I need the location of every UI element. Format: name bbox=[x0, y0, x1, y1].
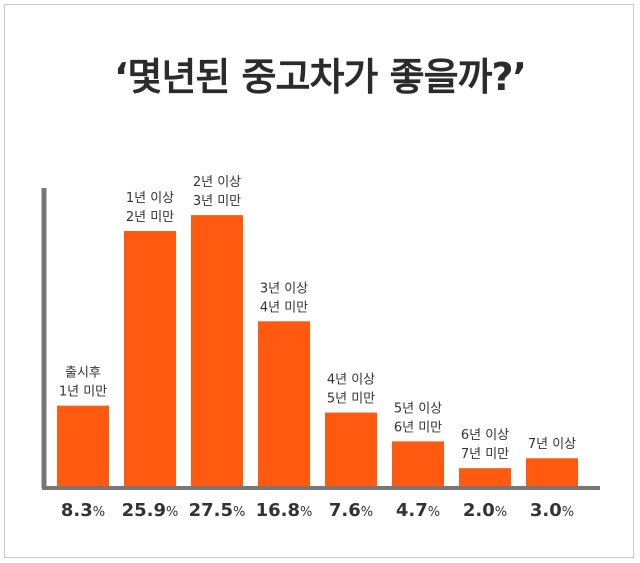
category-label-3-1: 4년 미만 bbox=[260, 300, 308, 315]
value-label-1: 25.9% bbox=[122, 500, 179, 521]
category-label-4-1: 5년 미만 bbox=[327, 392, 375, 407]
value-label-7: 3.0% bbox=[530, 500, 574, 521]
category-label-5-1: 6년 미만 bbox=[394, 420, 442, 435]
bar-7 bbox=[526, 458, 578, 488]
bar-0 bbox=[57, 405, 109, 488]
bar-3 bbox=[258, 321, 310, 488]
category-label-3-0: 3년 이상 bbox=[260, 281, 308, 296]
category-label-5-0: 5년 이상 bbox=[394, 401, 442, 416]
bar-5 bbox=[392, 441, 444, 488]
bar-6 bbox=[459, 468, 511, 488]
chart-title: ‘몇년된 중고차가 좋을까?’ bbox=[114, 55, 527, 99]
value-label-3: 16.8% bbox=[256, 500, 313, 521]
category-label-6-1: 7년 미만 bbox=[461, 447, 509, 462]
category-label-7-0: 7년 이상 bbox=[528, 437, 576, 452]
category-label-0-1: 1년 미만 bbox=[59, 385, 107, 400]
bar-1 bbox=[124, 231, 176, 488]
category-label-2-1: 3년 미만 bbox=[193, 194, 241, 209]
category-label-4-0: 4년 이상 bbox=[327, 373, 375, 388]
category-label-1-1: 2년 미만 bbox=[126, 210, 174, 225]
value-label-6: 2.0% bbox=[463, 500, 507, 521]
category-label-2-0: 2년 이상 bbox=[193, 175, 241, 190]
category-label-1-0: 1년 이상 bbox=[126, 191, 174, 206]
category-label-0-0: 출시후 bbox=[65, 366, 101, 381]
value-label-4: 7.6% bbox=[329, 500, 373, 521]
value-label-0: 8.3% bbox=[61, 500, 105, 521]
value-label-2: 27.5% bbox=[189, 500, 246, 521]
bar-4 bbox=[325, 412, 377, 488]
bar-2 bbox=[191, 215, 243, 489]
value-label-5: 4.7% bbox=[396, 500, 440, 521]
category-label-6-0: 6년 이상 bbox=[461, 428, 509, 443]
